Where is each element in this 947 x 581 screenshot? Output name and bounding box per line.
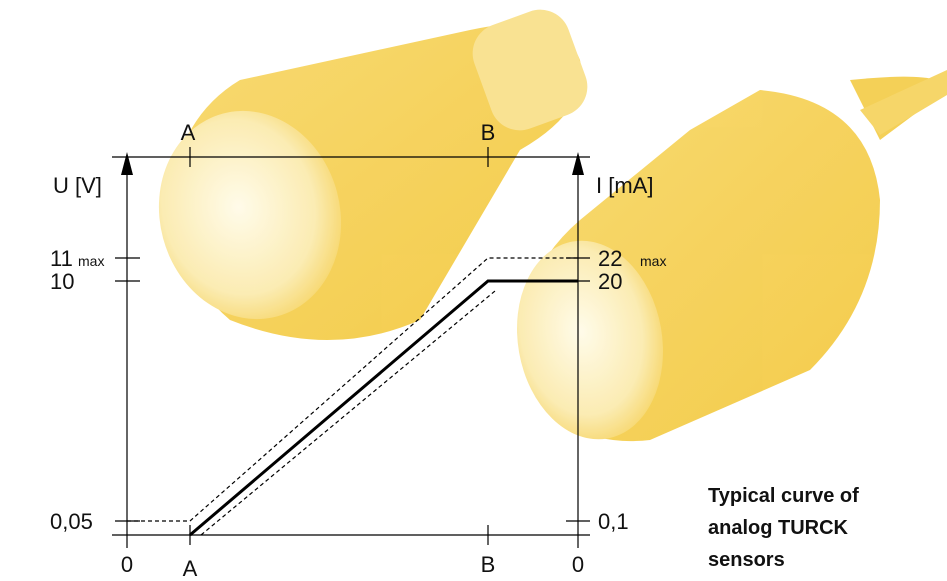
tick-note: max <box>78 253 104 269</box>
tick-label: 20 <box>598 269 622 294</box>
curve <box>127 257 578 537</box>
axis-label: B <box>481 552 496 577</box>
axis-title: U [V] <box>53 173 102 198</box>
sensor-image <box>158 9 588 341</box>
tick-label: 0 <box>572 552 584 577</box>
axis-label: A <box>181 120 196 145</box>
tick-label: 0,05 <box>50 509 93 534</box>
sensor-image <box>516 70 947 442</box>
tick-label: 22 <box>598 246 622 271</box>
axis-label: B <box>481 120 496 145</box>
axis-label: A <box>183 556 198 581</box>
axis-title: I [mA] <box>596 173 653 198</box>
caption: Typical curve of <box>708 485 859 507</box>
caption: analog TURCK <box>708 517 849 539</box>
axes <box>112 147 590 548</box>
tick-label: 0 <box>121 552 133 577</box>
tick-label: 0,1 <box>598 509 629 534</box>
tick-label: 10 <box>50 269 74 294</box>
tick-label: 11 <box>50 246 73 271</box>
caption: sensors <box>708 549 785 571</box>
tick-note: max <box>640 253 666 269</box>
